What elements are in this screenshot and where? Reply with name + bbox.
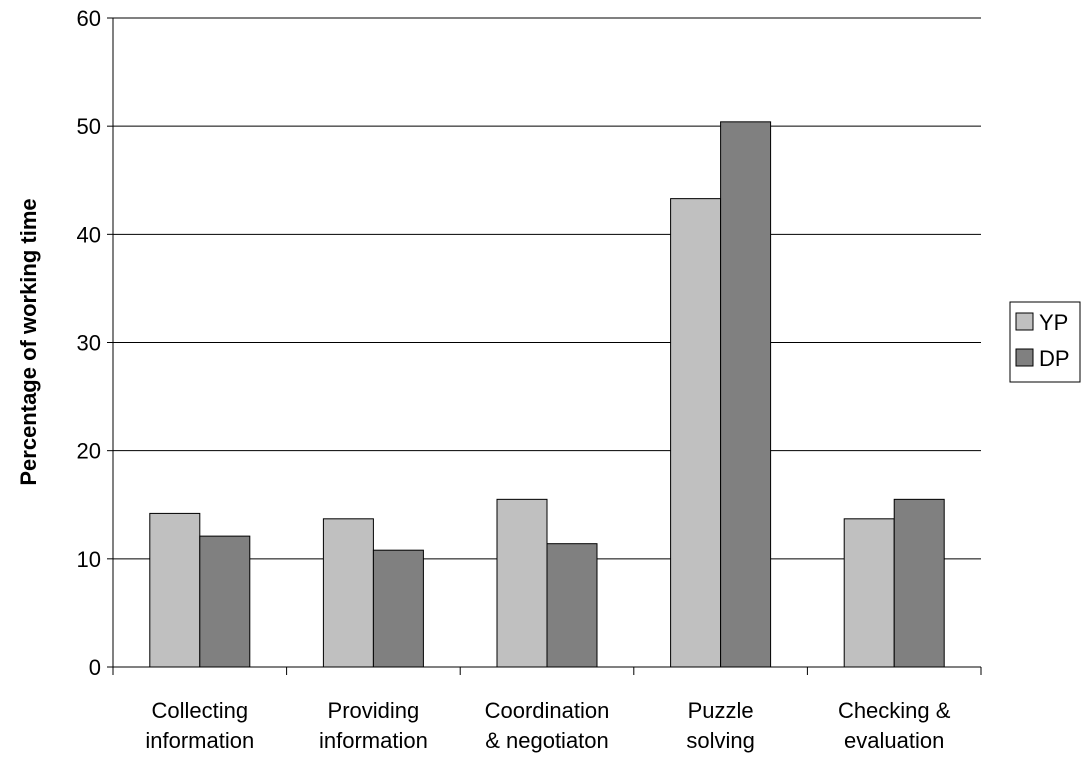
x-category-labels: Collecting information Providing informatio…	[145, 698, 950, 753]
y-tick-label: 40	[77, 222, 101, 247]
x-category-label: Coordination & negotiaton	[485, 698, 610, 753]
x-category-label-line: Providing	[328, 698, 420, 723]
bar-yp	[843, 518, 895, 668]
bar-dp	[372, 549, 424, 668]
x-category-label: Collecting information	[145, 698, 254, 753]
bar-yp	[670, 198, 722, 668]
x-category-label: Puzzle solving	[686, 698, 754, 753]
y-tick-label: 60	[77, 6, 101, 31]
bar-yp	[496, 498, 548, 668]
bar-dp	[199, 535, 251, 668]
y-tick-label: 30	[77, 331, 101, 356]
x-category-label-line: solving	[686, 728, 754, 753]
y-tick-label: 0	[89, 655, 101, 680]
bar-dp	[893, 498, 945, 668]
x-category-label-line: Coordination	[485, 698, 610, 723]
bar-dp	[720, 121, 772, 668]
bars	[149, 121, 945, 668]
x-category-label-line: information	[145, 728, 254, 753]
y-tick-label: 50	[77, 114, 101, 139]
x-category-label-line: Collecting	[151, 698, 248, 723]
axes	[107, 17, 982, 675]
legend: YP DP	[1009, 301, 1081, 383]
x-category-label: Providing information	[319, 698, 428, 753]
bar-yp	[149, 512, 201, 668]
bar-dp	[546, 543, 598, 668]
x-category-label-line: Checking &	[838, 698, 951, 723]
bar-yp	[322, 518, 374, 668]
x-category-label: Checking & evaluation	[838, 698, 951, 753]
legend-label: YP	[1039, 310, 1068, 335]
x-category-label-line: evaluation	[844, 728, 944, 753]
y-tick-label: 20	[77, 439, 101, 464]
x-category-label-line: & negotiaton	[485, 728, 609, 753]
gridlines	[113, 17, 981, 560]
y-tick-labels: 0 10 20 30 40 50 60	[77, 6, 101, 680]
y-axis-label: Percentage of working time	[16, 198, 41, 485]
x-category-label-line: Puzzle	[688, 698, 754, 723]
y-tick-label: 10	[77, 547, 101, 572]
legend-swatch	[1015, 348, 1034, 367]
x-category-label-line: information	[319, 728, 428, 753]
legend-label: DP	[1039, 346, 1070, 371]
legend-swatch	[1015, 312, 1034, 331]
